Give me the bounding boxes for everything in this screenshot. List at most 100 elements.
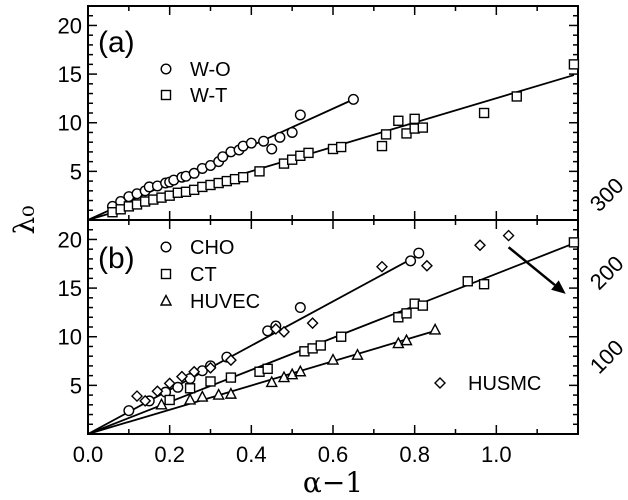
point-husmc: [224, 354, 237, 367]
point-huvec: [183, 392, 197, 405]
point-cho: [294, 302, 306, 314]
right-axis-tick-label: 100: [585, 335, 628, 379]
point-cho: [123, 405, 135, 417]
legend-marker-husmc: [434, 377, 446, 389]
x-tick-label: 0.0: [73, 442, 104, 467]
point-w-t: [409, 113, 420, 125]
point-w-t: [568, 59, 580, 70]
fit-line-cho: [87, 254, 420, 435]
point-w-o: [245, 137, 257, 149]
point-huvec: [212, 388, 225, 400]
point-husmc: [502, 229, 515, 242]
x-tick-label: 0.6: [318, 442, 349, 467]
point-w-o: [347, 93, 359, 105]
point-husmc: [204, 361, 217, 374]
y-tick-label-b: 10: [58, 325, 82, 350]
x-tick-label: 0.8: [399, 442, 430, 467]
legend-marker-ct: [160, 268, 172, 280]
legend-label-w-o: W-O: [190, 59, 231, 81]
point-husmc: [306, 317, 319, 330]
legend-panel-b: CHO CT HUVEC HUSMC: [190, 237, 541, 395]
point-w-o: [266, 143, 278, 155]
legend-marker-w-t: [160, 89, 172, 101]
legend-label-ct: CT: [190, 264, 217, 286]
point-w-t: [237, 171, 249, 183]
y-tick-label-b: 5: [70, 373, 82, 398]
point-ct: [205, 376, 216, 387]
point-husmc: [188, 365, 201, 378]
y-tick-label-b: 15: [58, 276, 82, 301]
panel-a-label: (a): [98, 26, 135, 59]
point-cho: [172, 381, 184, 393]
point-husmc: [131, 390, 143, 403]
point-huvec: [351, 348, 364, 360]
point-w-o: [188, 167, 200, 179]
point-husmc: [175, 370, 188, 383]
point-husmc: [151, 385, 164, 398]
point-w-t: [335, 141, 347, 153]
legend-label-husmc: HUSMC: [468, 373, 541, 395]
point-ct: [315, 340, 326, 351]
point-huvec: [428, 322, 442, 335]
point-cho: [413, 247, 425, 259]
y-tick-label-b: 20: [58, 227, 82, 252]
y-tick-label-a: 20: [58, 13, 82, 38]
point-w-t: [511, 91, 522, 102]
legend-label-huvec: HUVEC: [190, 291, 260, 313]
point-ct: [401, 308, 412, 319]
point-ct: [225, 372, 237, 383]
data-points: [106, 59, 580, 417]
x-axis-label: α−1: [303, 466, 363, 499]
point-husmc: [474, 239, 486, 252]
point-ct: [417, 300, 429, 311]
legend-label-cho: CHO: [190, 237, 234, 259]
point-huvec: [155, 397, 168, 410]
legend-panel-a: W-O W-T: [190, 59, 231, 107]
right-axis-tick-label: 200: [585, 251, 628, 295]
point-ct: [262, 363, 273, 375]
point-huvec: [326, 353, 340, 365]
point-ct: [478, 279, 490, 290]
point-w-o: [274, 131, 286, 143]
arrow-head: [551, 280, 566, 294]
point-ct: [184, 383, 196, 394]
x-tick-label: 0.4: [236, 442, 267, 467]
legend-marker-huvec: [159, 293, 173, 306]
point-ct: [164, 394, 175, 406]
point-huvec: [400, 333, 413, 346]
y-tick-label-a: 10: [58, 111, 82, 136]
point-w-o: [217, 151, 229, 163]
point-w-t: [380, 129, 392, 140]
point-husmc: [420, 259, 433, 272]
x-tick-label: 1.0: [481, 442, 512, 467]
point-ct: [335, 331, 347, 342]
y-tick-label-a: 5: [70, 159, 82, 184]
point-ct: [568, 237, 580, 248]
point-w-t: [478, 107, 490, 119]
point-huvec: [224, 387, 238, 399]
legend-marker-w-o: [160, 63, 172, 75]
legend-label-w-t: W-T: [190, 85, 227, 107]
point-w-t: [376, 140, 388, 152]
legend-marker-cho: [160, 241, 172, 253]
point-huvec: [294, 364, 307, 377]
y-axis-label: λ₀: [8, 206, 41, 235]
point-husmc: [269, 322, 282, 335]
arrow: [507, 246, 556, 287]
x-tick-label: 0.2: [154, 442, 185, 467]
point-husmc: [163, 377, 176, 390]
point-huvec: [265, 375, 278, 388]
fit-line-huvec: [87, 330, 436, 435]
y-tick-label-a: 15: [58, 62, 82, 87]
point-husmc: [139, 394, 152, 407]
point-cho: [405, 255, 417, 267]
point-ct: [462, 276, 473, 287]
point-husmc: [278, 325, 290, 338]
point-w-t: [254, 166, 265, 177]
point-w-o: [294, 109, 306, 121]
point-w-o: [286, 126, 298, 138]
point-husmc: [376, 260, 388, 273]
point-w-t: [393, 115, 404, 126]
point-w-o: [258, 135, 270, 147]
